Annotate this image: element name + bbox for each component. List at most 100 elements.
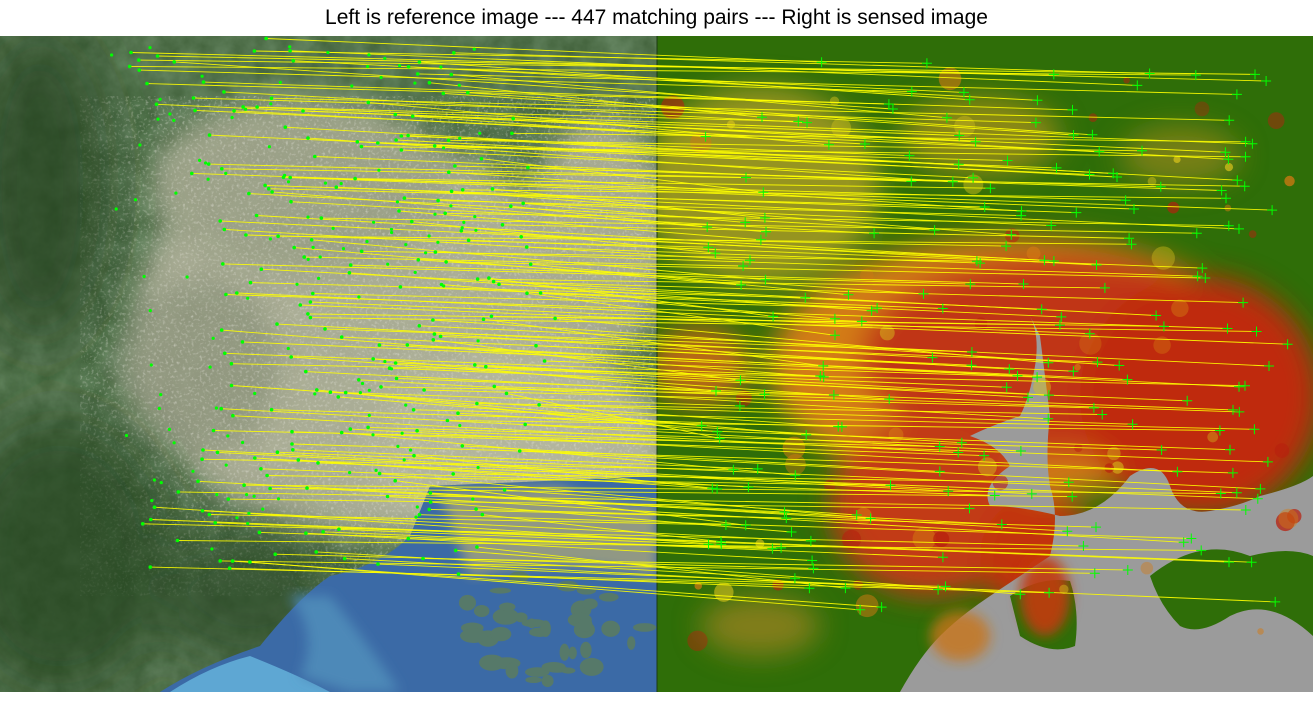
reference-keypoint [304,370,308,374]
reference-keypoint [235,516,238,519]
reference-keypoint [406,134,410,138]
reference-keypoint [244,108,247,111]
reference-keypoint [316,461,320,465]
figure-title: Left is reference image --- 447 matching… [0,4,1313,32]
reference-keypoint [260,267,264,271]
reference-keypoint [428,81,432,85]
reference-keypoint [474,229,477,232]
reference-keypoint [390,231,393,234]
reference-keypoint [231,116,234,119]
reference-keypoint [172,119,175,122]
island [525,677,542,683]
reference-keypoint [125,434,128,437]
reference-keypoint [218,559,222,563]
island [490,588,511,594]
reference-keypoint [461,188,465,192]
reference-keypoint [523,423,527,427]
reference-keypoint [337,528,341,532]
reference-keypoint [253,456,257,460]
reference-keypoint [176,539,180,543]
reference-keypoint [403,458,406,461]
reference-keypoint [401,432,404,435]
reference-keypoint [219,407,223,411]
sensed-urban-blob [1225,163,1233,171]
reference-keypoint [279,81,282,84]
reference-keypoint [155,103,159,107]
reference-keypoint [409,449,412,452]
reference-keypoint [324,182,327,185]
reference-keypoint [245,493,248,496]
reference-keypoint [210,547,213,550]
reference-keypoint [432,338,436,342]
sensed-urban-blob [1275,443,1290,458]
reference-keypoint [349,427,353,431]
reference-keypoint [444,260,448,264]
reference-keypoint [292,59,296,63]
reference-keypoint [204,161,207,164]
reference-keypoint [267,187,271,191]
reference-keypoint [521,202,525,206]
reference-keypoint [411,115,415,119]
reference-keypoint [156,54,160,58]
reference-keypoint [427,508,431,512]
reference-keypoint [191,470,194,473]
reference-keypoint [477,466,480,469]
reference-keypoint [431,318,435,322]
reference-keypoint [284,125,288,129]
reference-keypoint [501,223,505,227]
reference-keypoint [473,363,477,367]
sensed-urban-blob [1123,77,1129,83]
island [599,593,619,602]
reference-keypoint [525,292,529,296]
reference-keypoint [159,98,162,101]
reference-keypoint [310,238,314,242]
sensed-urban-blob [1167,202,1179,214]
reference-keypoint [248,560,252,564]
sensed-urban-blob [1074,364,1081,371]
reference-keypoint [305,486,309,490]
reference-keypoint [451,472,455,476]
reference-keypoint [265,474,269,478]
reference-keypoint [466,91,470,95]
reference-keypoint [332,227,335,230]
reference-keypoint [386,263,389,266]
reference-keypoint [537,403,541,407]
reference-keypoint [458,424,461,427]
reference-keypoint [212,337,215,340]
reference-keypoint [231,559,235,563]
reference-keypoint [398,64,401,67]
reference-keypoint [518,449,522,453]
reference-keypoint [394,138,398,142]
sensed-urban-blob [1027,247,1041,261]
match-figure [0,36,1313,692]
reference-keypoint [223,352,227,356]
reference-keypoint [446,419,450,423]
reference-keypoint [216,451,220,455]
reference-keypoint [172,60,176,64]
reference-keypoint [357,295,360,298]
reference-keypoint [379,385,383,389]
reference-keypoint [149,565,153,569]
reference-keypoint [467,238,471,242]
reference-keypoint [356,140,360,144]
reference-keypoint [458,84,461,87]
island [459,595,476,611]
reference-keypoint [143,275,146,278]
reference-keypoint [141,522,145,526]
reference-keypoint [268,487,272,491]
reference-keypoint [263,184,267,188]
reference-keypoint [447,139,451,143]
island [582,599,598,610]
reference-keypoint [323,327,327,331]
reference-keypoint [134,198,137,201]
reference-keypoint [241,441,244,444]
reference-keypoint [288,45,291,48]
reference-keypoint [317,277,320,280]
reference-keypoint [375,469,378,472]
reference-keypoint [220,328,224,332]
island [540,620,551,637]
reference-keypoint [168,428,171,431]
reference-keypoint [539,291,543,295]
island [633,623,656,632]
reference-keypoint [350,84,353,87]
